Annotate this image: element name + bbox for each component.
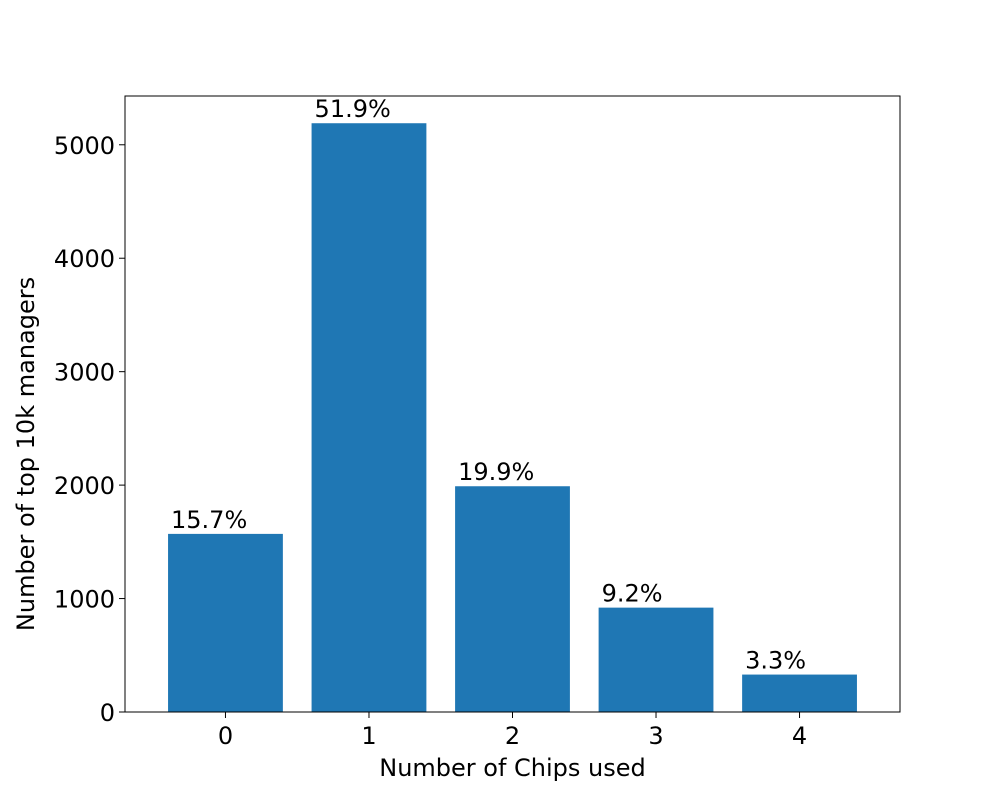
x-tick-label-1: 1 bbox=[361, 722, 376, 750]
data-label-4: 3.3% bbox=[745, 647, 806, 675]
y-tick-label-5000: 5000 bbox=[54, 132, 115, 160]
bar-0 bbox=[168, 533, 283, 712]
data-label-3: 9.2% bbox=[602, 580, 663, 608]
x-tick-label-4: 4 bbox=[792, 722, 807, 750]
y-tick-label-4000: 4000 bbox=[54, 245, 115, 273]
data-labels-layer: 15.7% 51.9% 19.9% 9.2% 3.3% bbox=[171, 95, 806, 674]
y-axis-label: Number of top 10k managers bbox=[12, 277, 40, 631]
x-axis: 0 1 2 3 4 bbox=[218, 712, 807, 750]
bars-layer bbox=[168, 123, 857, 713]
x-tick-label-3: 3 bbox=[648, 722, 663, 750]
x-axis-label: Number of Chips used bbox=[379, 754, 646, 782]
data-label-0: 15.7% bbox=[171, 506, 247, 534]
bar-3 bbox=[598, 607, 714, 712]
data-label-1: 51.9% bbox=[315, 95, 391, 123]
y-tick-label-0: 0 bbox=[100, 699, 115, 727]
bar-4 bbox=[742, 674, 857, 712]
y-tick-label-1000: 1000 bbox=[54, 586, 115, 614]
x-tick-label-0: 0 bbox=[218, 722, 233, 750]
bar-1 bbox=[311, 123, 427, 713]
y-tick-label-2000: 2000 bbox=[54, 472, 115, 500]
y-tick-label-3000: 3000 bbox=[54, 359, 115, 387]
bar-2 bbox=[455, 486, 570, 712]
y-axis: 0 1000 2000 3000 4000 5000 bbox=[54, 132, 125, 727]
x-tick-label-2: 2 bbox=[505, 722, 520, 750]
data-label-2: 19.9% bbox=[458, 458, 534, 486]
